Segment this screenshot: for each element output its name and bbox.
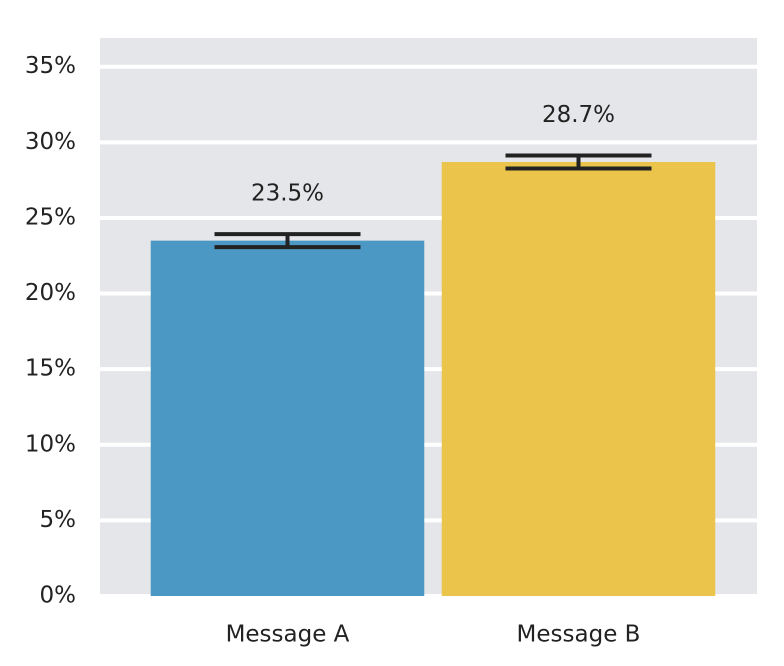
value-label: 23.5% [251,181,324,207]
error-bar [214,232,361,250]
y-tick-label: 30% [25,129,76,155]
y-tick-label: 25% [25,204,76,230]
y-tick-label: 35% [25,53,76,79]
error-bar [505,153,652,171]
x-tick-label: Message B [517,622,641,648]
y-tick-label: 5% [40,507,77,533]
y-tick-label: 20% [25,280,76,306]
bar [150,240,425,596]
value-label: 28.7% [542,102,615,128]
x-tick-label: Message A [226,622,350,648]
y-tick-label: 0% [40,583,77,609]
y-tick-label: 10% [25,431,76,457]
y-tick-label: 15% [25,356,76,382]
bar [441,162,716,596]
